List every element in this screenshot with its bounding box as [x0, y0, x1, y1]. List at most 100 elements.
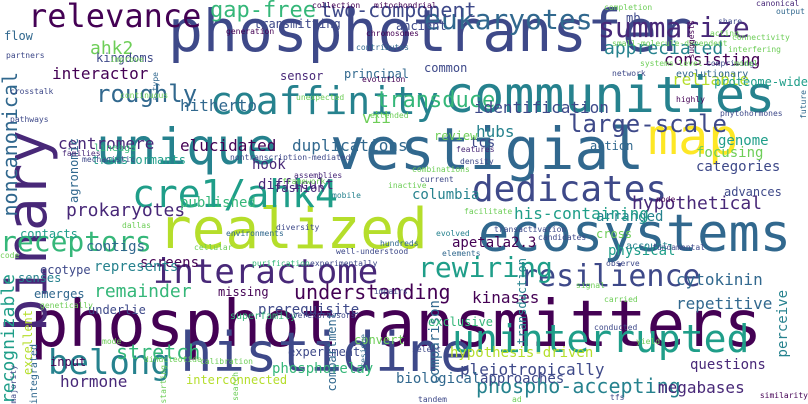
- word-prerequisite: prerequisite: [258, 302, 360, 318]
- word-vii: vii: [362, 108, 391, 127]
- word-node: node: [656, 195, 676, 204]
- word-extended: extended: [370, 111, 409, 120]
- word-mechanistic: mechanistic: [82, 155, 135, 164]
- word-transformants: transformants: [92, 153, 186, 167]
- word-gap-free: gap-free: [210, 0, 316, 23]
- word-elements: elements: [442, 249, 481, 258]
- word-receptors: receptors: [0, 225, 152, 258]
- word-dallas: dallas: [122, 221, 151, 230]
- word-continuous: continuous: [120, 91, 169, 100]
- word-select: select: [412, 345, 441, 354]
- word-network: network: [612, 69, 646, 78]
- word-highly: highly: [676, 95, 705, 104]
- word-coaffinity: coaffinity: [210, 79, 439, 123]
- word-transmitting: transmitting: [254, 17, 341, 31]
- word-uninterrupted: uninterrupted: [452, 317, 750, 361]
- word-pleiotropically: pleiotropically: [460, 360, 605, 379]
- word-facilitate: facilitate: [464, 207, 513, 216]
- word-partners: partners: [6, 51, 45, 60]
- word-action: action: [590, 139, 634, 153]
- word-account: account: [626, 241, 669, 252]
- word-eukaryotes: eukaryotes: [424, 3, 593, 36]
- word-columbia: columbia: [412, 187, 480, 203]
- word-cross: cross: [596, 227, 633, 241]
- word-flow: flow: [4, 29, 33, 43]
- word-hubs: hubs: [476, 122, 515, 141]
- word-hitherto: hitherto: [180, 96, 258, 115]
- word-share: share: [718, 17, 743, 26]
- word-acting: acting: [710, 29, 739, 38]
- word-density: density: [460, 157, 494, 166]
- word-contigs: contigs: [86, 239, 146, 255]
- word-calibration: calibration: [200, 357, 253, 366]
- word-understanding: understanding: [294, 280, 451, 304]
- word-belong: belong: [48, 343, 171, 383]
- word-hypothesis-driven: hypothesis-driven: [450, 345, 594, 361]
- word-generation: generation: [226, 27, 275, 36]
- word-ad: ad: [512, 395, 522, 404]
- word-compartment: compartment: [325, 312, 339, 392]
- word-input: input: [50, 355, 87, 369]
- word-environments: environments: [226, 229, 284, 238]
- word-transduce: transduce: [376, 88, 496, 113]
- word-emerges: emerges: [34, 287, 85, 301]
- word-senses: senses: [18, 271, 62, 285]
- word-review: review: [434, 129, 478, 143]
- word-duplications: duplications: [292, 136, 408, 155]
- word-agronomic: agronomic: [67, 138, 81, 204]
- word-two-component: two-component: [320, 0, 477, 22]
- word-genetically: genetically: [40, 301, 93, 310]
- word-relevance: relevance: [28, 0, 202, 35]
- word-rewiring: rewiring: [418, 251, 553, 284]
- word-small-molecule-dependent: small-molecule-dependent: [612, 39, 728, 48]
- word-advances: advances: [724, 185, 782, 199]
- word-systems-level: systems-level: [640, 59, 703, 68]
- word-future: future: [799, 90, 808, 119]
- word-evolved: evolved: [436, 229, 470, 238]
- word-hormone: hormone: [60, 372, 128, 391]
- word-phosphorelay: phosphorelay: [272, 361, 374, 377]
- word-mb: mb: [626, 11, 641, 25]
- word-large-scale: large-scale: [568, 110, 727, 138]
- word-genome: genome: [718, 133, 769, 149]
- word-centromere: centromere: [58, 134, 155, 153]
- word-framework: framework: [282, 177, 326, 186]
- word-residue: residue: [359, 334, 368, 368]
- word-completion: completion: [604, 3, 653, 12]
- word-hundreds: hundreds: [380, 239, 419, 248]
- word-cre1-ahk4: cre1/ahk4: [132, 172, 338, 216]
- word-search: search: [231, 372, 240, 401]
- word-underlie: underlie: [88, 303, 146, 317]
- word-roughly: roughly: [96, 80, 198, 108]
- word-interactor: interactor: [52, 64, 149, 83]
- word-hook: hook: [252, 157, 286, 173]
- word-mitochondrial: mitochondrial: [374, 1, 437, 10]
- word-biological: biological: [396, 371, 481, 387]
- word-improve: improve: [110, 55, 144, 64]
- word-kinases: kinases: [472, 288, 540, 307]
- word-yield: yield: [636, 337, 661, 346]
- word-crosstalk: crosstalk: [10, 87, 54, 96]
- word-experiment: experiment: [288, 345, 361, 359]
- word-tfs: tfs: [610, 393, 625, 402]
- word-ahk2: ahk2: [90, 38, 134, 59]
- word-ecosystems: ecosystems: [478, 204, 792, 264]
- word-ecotype: ecotype: [40, 263, 91, 277]
- word-exclusive: exclusive: [428, 315, 494, 329]
- word-fashion: fashion: [274, 181, 325, 195]
- word-transduction: transduction: [515, 258, 529, 345]
- word-focusing: focusing: [696, 145, 764, 161]
- word-his-containing: his-containing: [514, 204, 649, 223]
- word-transactivation: transactivation: [494, 225, 567, 234]
- word-phospho-accepting: phospho-accepting: [476, 374, 681, 398]
- word-phytohormones: phytohormones: [720, 109, 783, 118]
- word-missing: missing: [218, 285, 269, 299]
- word-collection: collection: [312, 1, 361, 10]
- word-contacts: contacts: [20, 227, 78, 241]
- word-mobile: mobile: [332, 191, 361, 200]
- word-carried: carried: [604, 295, 638, 304]
- word-interfering: interfering: [728, 45, 781, 54]
- word-summarize: summarize: [598, 11, 750, 44]
- word-comprising: comprising: [706, 59, 755, 68]
